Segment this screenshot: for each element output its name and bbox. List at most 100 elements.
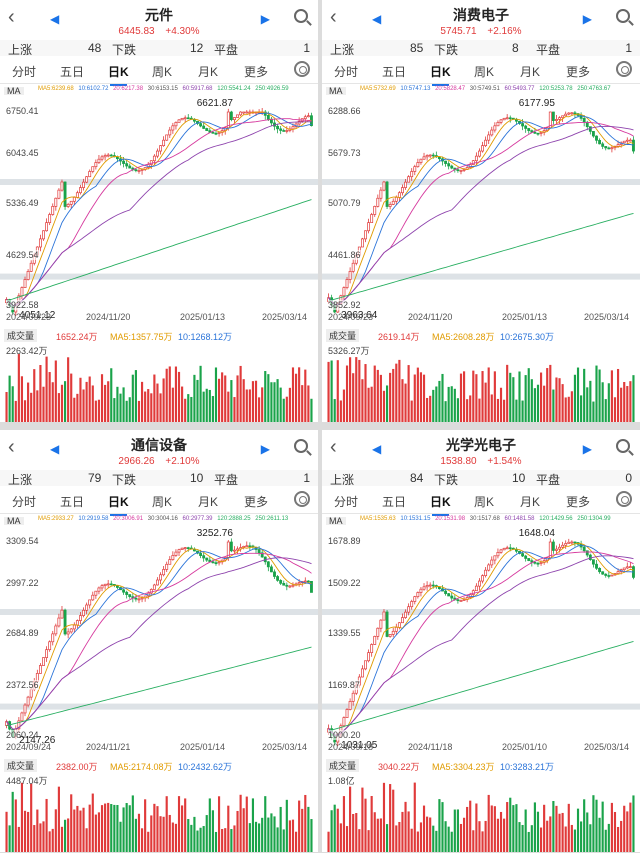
kline-svg bbox=[0, 108, 318, 316]
y-axis-label: 5070.79 bbox=[328, 198, 361, 208]
tab-five-day[interactable]: 五日 bbox=[382, 495, 407, 509]
candle-body bbox=[282, 130, 286, 132]
volume-chart[interactable] bbox=[322, 346, 640, 422]
tab-monthly-k[interactable]: 月K bbox=[520, 65, 541, 79]
settings-gear-icon[interactable] bbox=[294, 61, 310, 77]
tab-monthly-k[interactable]: 月K bbox=[198, 495, 219, 509]
next-sector-icon[interactable]: ▶ bbox=[582, 12, 592, 26]
ma-selector[interactable]: MA bbox=[326, 87, 346, 96]
ma-selector[interactable]: MA bbox=[4, 87, 24, 96]
search-icon[interactable] bbox=[616, 439, 630, 453]
prev-sector-icon[interactable]: ◀ bbox=[50, 442, 60, 456]
kline-chart[interactable] bbox=[0, 102, 318, 322]
volume-bar bbox=[267, 374, 270, 422]
next-sector-icon[interactable]: ▶ bbox=[260, 12, 270, 26]
volume-bar bbox=[558, 813, 561, 852]
volume-bar bbox=[530, 825, 533, 852]
candle-body bbox=[69, 200, 73, 205]
tab-monthly-k[interactable]: 月K bbox=[520, 495, 541, 509]
candle-body bbox=[601, 571, 605, 575]
kline-chart[interactable] bbox=[322, 102, 640, 322]
tab-more[interactable]: 更多 bbox=[566, 495, 591, 509]
volume-selector[interactable]: 成交量 bbox=[4, 759, 38, 772]
tab-more[interactable]: 更多 bbox=[566, 65, 591, 79]
tab-weekly-k[interactable]: 周K bbox=[474, 65, 495, 79]
volume-bar bbox=[134, 818, 137, 852]
back-icon[interactable]: ‹ bbox=[8, 6, 15, 28]
back-icon[interactable]: ‹ bbox=[330, 6, 337, 28]
tab-daily-k[interactable]: 日K bbox=[108, 65, 129, 86]
candle-body bbox=[604, 573, 608, 576]
volume-bar bbox=[352, 373, 355, 422]
volume-bar bbox=[57, 786, 60, 852]
tab-daily-k[interactable]: 日K bbox=[430, 495, 451, 516]
volume-bar bbox=[156, 383, 159, 422]
tab-weekly-k[interactable]: 周K bbox=[474, 495, 495, 509]
ma-line bbox=[6, 121, 312, 307]
tab-daily-k[interactable]: 日K bbox=[430, 65, 451, 86]
search-icon[interactable] bbox=[616, 9, 630, 23]
tab-weekly-k[interactable]: 周K bbox=[152, 495, 173, 509]
volume-chart[interactable] bbox=[322, 776, 640, 852]
volume-header: 成交量 2619.14万 MA5:2608.28万 10:2675.30万 bbox=[322, 328, 640, 342]
ma-selector[interactable]: MA bbox=[4, 517, 24, 526]
tab-intraday[interactable]: 分时 bbox=[12, 65, 37, 79]
tab-more[interactable]: 更多 bbox=[244, 495, 269, 509]
volume-chart[interactable] bbox=[0, 346, 318, 422]
tab-intraday[interactable]: 分时 bbox=[334, 495, 359, 509]
volume-selector[interactable]: 成交量 bbox=[326, 759, 360, 772]
kline-chart[interactable] bbox=[0, 532, 318, 752]
candle-body bbox=[437, 586, 441, 590]
settings-gear-icon[interactable] bbox=[616, 491, 632, 507]
volume-bar bbox=[610, 370, 613, 422]
candle-body bbox=[410, 601, 414, 608]
volume-bar bbox=[94, 814, 97, 852]
volume-bar bbox=[147, 389, 150, 422]
candle-body bbox=[493, 125, 497, 131]
candle-body bbox=[551, 111, 555, 121]
search-icon[interactable] bbox=[294, 9, 308, 23]
back-icon[interactable]: ‹ bbox=[8, 436, 15, 458]
settings-gear-icon[interactable] bbox=[294, 491, 310, 507]
ma-value: 10:5747.13 bbox=[400, 86, 431, 92]
candle-body bbox=[171, 125, 175, 131]
tab-intraday[interactable]: 分时 bbox=[12, 495, 37, 509]
volume-bar bbox=[373, 365, 376, 422]
kline-chart[interactable] bbox=[322, 532, 640, 752]
prev-sector-icon[interactable]: ◀ bbox=[372, 12, 382, 26]
tab-monthly-k[interactable]: 月K bbox=[198, 65, 219, 79]
tab-five-day[interactable]: 五日 bbox=[60, 495, 85, 509]
volume-bar bbox=[558, 378, 561, 422]
tab-five-day[interactable]: 五日 bbox=[60, 65, 85, 79]
volume-selector[interactable]: 成交量 bbox=[326, 329, 360, 342]
volume-bar bbox=[576, 808, 580, 852]
volume-bar bbox=[63, 381, 67, 422]
settings-gear-icon[interactable] bbox=[616, 61, 632, 77]
volume-bar bbox=[552, 389, 555, 422]
volume-bar bbox=[113, 398, 116, 422]
prev-sector-icon[interactable]: ◀ bbox=[372, 442, 382, 456]
tab-more[interactable]: 更多 bbox=[244, 65, 269, 79]
volume-bar bbox=[349, 786, 352, 852]
candle-body bbox=[217, 132, 221, 134]
back-icon[interactable]: ‹ bbox=[330, 436, 337, 458]
candle-body bbox=[447, 163, 451, 167]
tab-five-day[interactable]: 五日 bbox=[382, 65, 407, 79]
ma-selector[interactable]: MA bbox=[326, 517, 346, 526]
next-sector-icon[interactable]: ▶ bbox=[260, 442, 270, 456]
search-icon[interactable] bbox=[294, 439, 308, 453]
sector-title: 消费电子 bbox=[453, 7, 509, 23]
volume-selector[interactable]: 成交量 bbox=[4, 329, 38, 342]
prev-sector-icon[interactable]: ◀ bbox=[50, 12, 60, 26]
tab-intraday[interactable]: 分时 bbox=[334, 65, 359, 79]
candle-body bbox=[508, 117, 512, 120]
next-sector-icon[interactable]: ▶ bbox=[582, 442, 592, 456]
volume-bar bbox=[512, 377, 515, 422]
tab-daily-k[interactable]: 日K bbox=[108, 495, 129, 516]
volume-chart[interactable] bbox=[0, 776, 318, 852]
volume-bar bbox=[227, 391, 230, 422]
volume-bar bbox=[376, 369, 379, 422]
tab-weekly-k[interactable]: 周K bbox=[152, 65, 173, 79]
volume-bar bbox=[248, 389, 251, 422]
volume-bar bbox=[580, 821, 583, 852]
